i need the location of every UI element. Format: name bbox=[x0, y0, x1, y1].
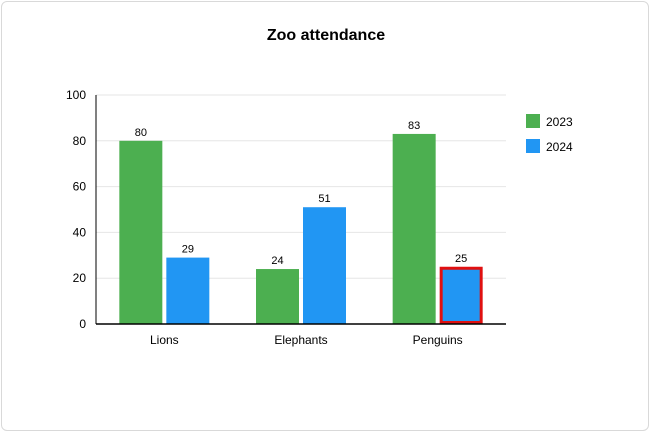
y-tick-label: 20 bbox=[73, 271, 87, 285]
legend[interactable]: 2023 2024 bbox=[526, 114, 573, 154]
y-tick-label: 40 bbox=[73, 225, 87, 239]
x-tick-label: Lions bbox=[150, 333, 179, 347]
data-label: 51 bbox=[318, 193, 330, 205]
data-label: 25 bbox=[455, 253, 467, 265]
bars: 80 29 24 51 83 25 bbox=[119, 120, 483, 324]
bar-lions-2024[interactable] bbox=[166, 257, 210, 324]
y-tick-label: 60 bbox=[73, 180, 87, 194]
bar-elephants-2024[interactable] bbox=[303, 207, 346, 324]
bar-lions-2023[interactable] bbox=[119, 140, 163, 324]
data-label: 29 bbox=[182, 244, 194, 256]
data-label: 83 bbox=[408, 120, 420, 132]
legend-swatch-2024[interactable] bbox=[526, 139, 540, 153]
x-tick-label: Penguins bbox=[413, 333, 463, 347]
data-label: 24 bbox=[271, 255, 283, 267]
axes: 0 20 40 60 80 100 Lions Elephants Penguins bbox=[66, 88, 506, 347]
x-tick-label: Elephants bbox=[274, 333, 327, 347]
y-tick-label: 100 bbox=[66, 88, 86, 102]
chart-title: Zoo attendance bbox=[267, 27, 385, 44]
y-tick-label: 80 bbox=[73, 134, 87, 148]
y-tick-label: 0 bbox=[79, 317, 86, 331]
legend-label[interactable]: 2024 bbox=[546, 140, 573, 154]
legend-label[interactable]: 2023 bbox=[546, 115, 573, 129]
bar-penguins-2024[interactable] bbox=[439, 266, 483, 324]
legend-swatch-2023[interactable] bbox=[526, 114, 540, 128]
bar-penguins-2023[interactable] bbox=[392, 133, 436, 324]
data-label: 80 bbox=[135, 127, 147, 139]
bar-elephants-2023[interactable] bbox=[256, 269, 299, 324]
gridlines bbox=[96, 94, 506, 279]
